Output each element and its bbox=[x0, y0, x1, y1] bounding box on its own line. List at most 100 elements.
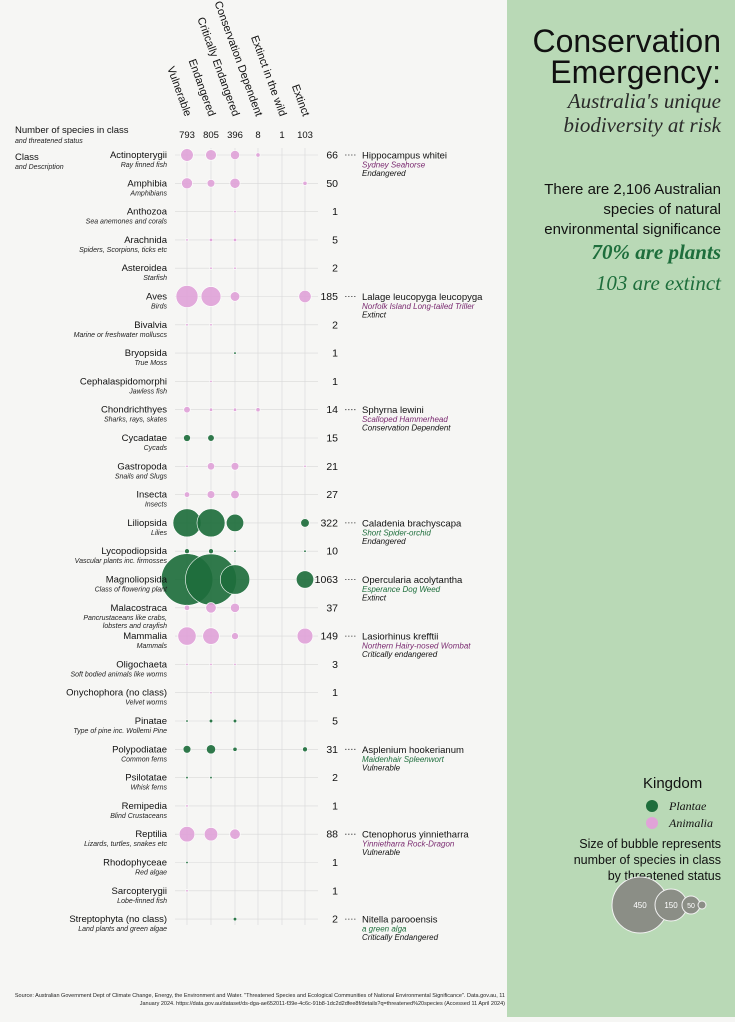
class-name: Rhodophyceae bbox=[103, 858, 167, 869]
class-description: lobsters and crayfish bbox=[103, 623, 167, 630]
class-name: Cycadatae bbox=[122, 433, 167, 444]
bubble-chart: Vulnerable Endangered Critically Endangere… bbox=[15, 0, 483, 942]
bubble-actinopterygii bbox=[255, 152, 261, 158]
size-legend: 450 150 50 bbox=[611, 876, 707, 934]
class-label: Class bbox=[15, 152, 39, 163]
class-description: Type of pine inc. Wollemi Pine bbox=[73, 728, 167, 735]
bubble-gastropoda bbox=[185, 464, 189, 468]
stat-line-1: There are 2,106 Australian bbox=[544, 181, 721, 198]
example-common-name: Scalloped Hammerhead bbox=[362, 415, 448, 424]
class-total: 1 bbox=[332, 206, 338, 218]
class-description: Cycads bbox=[144, 445, 168, 452]
example-species: Sphyrna lewini bbox=[362, 405, 424, 416]
example-species: Nitella parooensis bbox=[362, 915, 438, 926]
class-total: 2 bbox=[332, 914, 338, 926]
example-status: Endangered bbox=[362, 169, 406, 178]
class-description: Lizards, turtles, snakes etc bbox=[84, 841, 167, 848]
example-common-name: Sydney Seahorse bbox=[362, 161, 426, 170]
class-total: 88 bbox=[326, 829, 338, 841]
example-common-name: Norfolk Island Long-tailed Triller bbox=[362, 302, 475, 311]
class-total: 2 bbox=[332, 263, 338, 275]
bubble-gastropoda bbox=[303, 464, 307, 468]
example-common-name: Short Spider-orchid bbox=[362, 528, 431, 537]
bubble-amphibia bbox=[181, 177, 193, 190]
category-total: 1 bbox=[279, 130, 284, 141]
bubble-magnoliopsida bbox=[296, 570, 314, 589]
class-total: 1 bbox=[332, 885, 338, 897]
category-header: Extinct bbox=[289, 83, 312, 118]
class-name: Mammalia bbox=[123, 631, 168, 642]
bubble-actinopterygii bbox=[230, 150, 240, 160]
bubble-layer bbox=[160, 148, 314, 922]
bubble-aves bbox=[298, 290, 312, 303]
bubble-gastropoda bbox=[207, 462, 215, 471]
class-total: 1 bbox=[332, 800, 338, 812]
bubble-aves bbox=[175, 285, 199, 308]
example-status: Vulnerable bbox=[362, 763, 401, 772]
bubble-insecta bbox=[183, 491, 191, 498]
subtitle-line-2: biodiversity at risk bbox=[563, 113, 721, 137]
bubble-bivalvia bbox=[209, 323, 213, 327]
class-name: Amphibia bbox=[127, 178, 167, 189]
bubble-liliopsida bbox=[300, 518, 310, 528]
bubble-aves bbox=[200, 286, 222, 307]
class-total: 185 bbox=[320, 291, 338, 303]
header-sublabel: and threatened status bbox=[15, 138, 83, 145]
bubble-reptilia bbox=[229, 828, 241, 840]
class-total: 50 bbox=[326, 178, 338, 190]
bubble-oligochaeta bbox=[233, 662, 237, 666]
class-name: Onychophora (no class) bbox=[66, 688, 167, 699]
bubble-mammalia bbox=[177, 626, 197, 646]
legend-swatches bbox=[646, 800, 658, 829]
size-circle-small bbox=[697, 900, 707, 910]
stat-line-2: species of natural bbox=[603, 201, 721, 218]
example-status: Critically Endangered bbox=[362, 933, 439, 942]
legend-animalia: Animalia bbox=[669, 816, 713, 830]
class-name: Insecta bbox=[136, 490, 167, 501]
bubble-polypodiatae bbox=[232, 746, 238, 752]
bubble-gastropoda bbox=[230, 462, 240, 471]
highlight-extinct: 103 are extinct bbox=[595, 271, 721, 295]
class-name: Malacostraca bbox=[111, 603, 168, 614]
bubble-mammalia bbox=[202, 627, 220, 645]
class-total: 1 bbox=[332, 376, 338, 388]
example-common-name: Maidenhair Spleenwort bbox=[362, 755, 445, 764]
category-header: Vulnerable bbox=[164, 65, 193, 118]
bubble-aves bbox=[229, 291, 241, 302]
class-description: Sharks, rays, skates bbox=[104, 417, 168, 424]
example-status: Conservation Dependent bbox=[362, 424, 451, 433]
class-description: Velvet worms bbox=[125, 700, 167, 707]
bubble-malacostraca bbox=[205, 602, 217, 614]
bubble-actinopterygii bbox=[205, 149, 217, 161]
class-total: 5 bbox=[332, 234, 338, 246]
class-name: Sarcopterygii bbox=[112, 886, 167, 897]
example-common-name: Yinnietharra Rock-Dragon bbox=[362, 840, 455, 849]
class-description: Soft bodied animals like worms bbox=[71, 671, 168, 678]
bubble-pinatae bbox=[208, 718, 214, 724]
example-species: Ctenophorus yinnietharra bbox=[362, 830, 469, 841]
bubble-amphibia bbox=[206, 179, 216, 188]
bubble-chondrichthyes bbox=[183, 406, 191, 414]
bubble-liliopsida bbox=[226, 513, 244, 532]
bubble-insecta bbox=[230, 490, 240, 500]
example-status: Extinct bbox=[362, 311, 387, 320]
bubble-anthozoa bbox=[233, 210, 237, 214]
subtitle-line-1: Australia's unique bbox=[567, 89, 721, 113]
class-description: Birds bbox=[151, 304, 167, 311]
class-description: Jawless fish bbox=[128, 388, 167, 395]
header-label: Number of species in class bbox=[15, 125, 129, 136]
bubble-malacostraca bbox=[230, 602, 240, 613]
class-name: Lycopodiopsida bbox=[101, 546, 167, 557]
class-description: Sea anemones and corals bbox=[86, 219, 168, 226]
bubble-polypodiatae bbox=[302, 746, 308, 753]
class-name: Streptophyta (no class) bbox=[69, 914, 167, 925]
bubble-asteroidea bbox=[233, 266, 237, 270]
class-description: Starfish bbox=[143, 275, 167, 282]
class-description: Land plants and green algae bbox=[78, 926, 167, 933]
class-name: Aves bbox=[146, 292, 167, 303]
bubble-arachnida bbox=[232, 237, 238, 242]
class-name: Cephalaspidomorphi bbox=[80, 376, 167, 387]
bubble-amphibia bbox=[302, 180, 308, 186]
class-description: Mammals bbox=[137, 643, 168, 650]
class-description: Amphibians bbox=[129, 190, 167, 197]
